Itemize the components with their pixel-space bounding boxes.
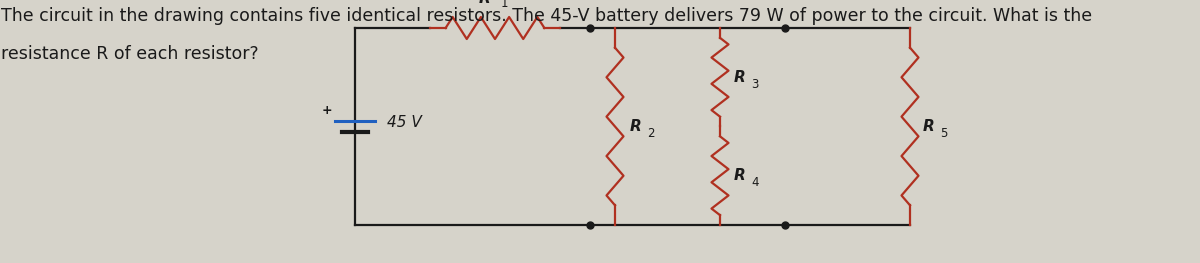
- Text: R: R: [923, 119, 935, 134]
- Text: 5: 5: [940, 127, 947, 140]
- Text: 45 V: 45 V: [386, 115, 421, 130]
- Text: resistance R of each resistor?: resistance R of each resistor?: [1, 45, 259, 63]
- Text: 1: 1: [500, 0, 509, 10]
- Text: R: R: [630, 119, 642, 134]
- Text: 3: 3: [751, 78, 758, 91]
- Text: The circuit in the drawing contains five identical resistors. The 45-V battery d: The circuit in the drawing contains five…: [1, 7, 1092, 25]
- Text: 4: 4: [751, 176, 758, 189]
- Text: R: R: [734, 70, 745, 85]
- Text: R: R: [734, 168, 745, 183]
- Text: +: +: [322, 104, 332, 118]
- Text: R: R: [479, 0, 490, 6]
- Text: 2: 2: [647, 127, 654, 140]
